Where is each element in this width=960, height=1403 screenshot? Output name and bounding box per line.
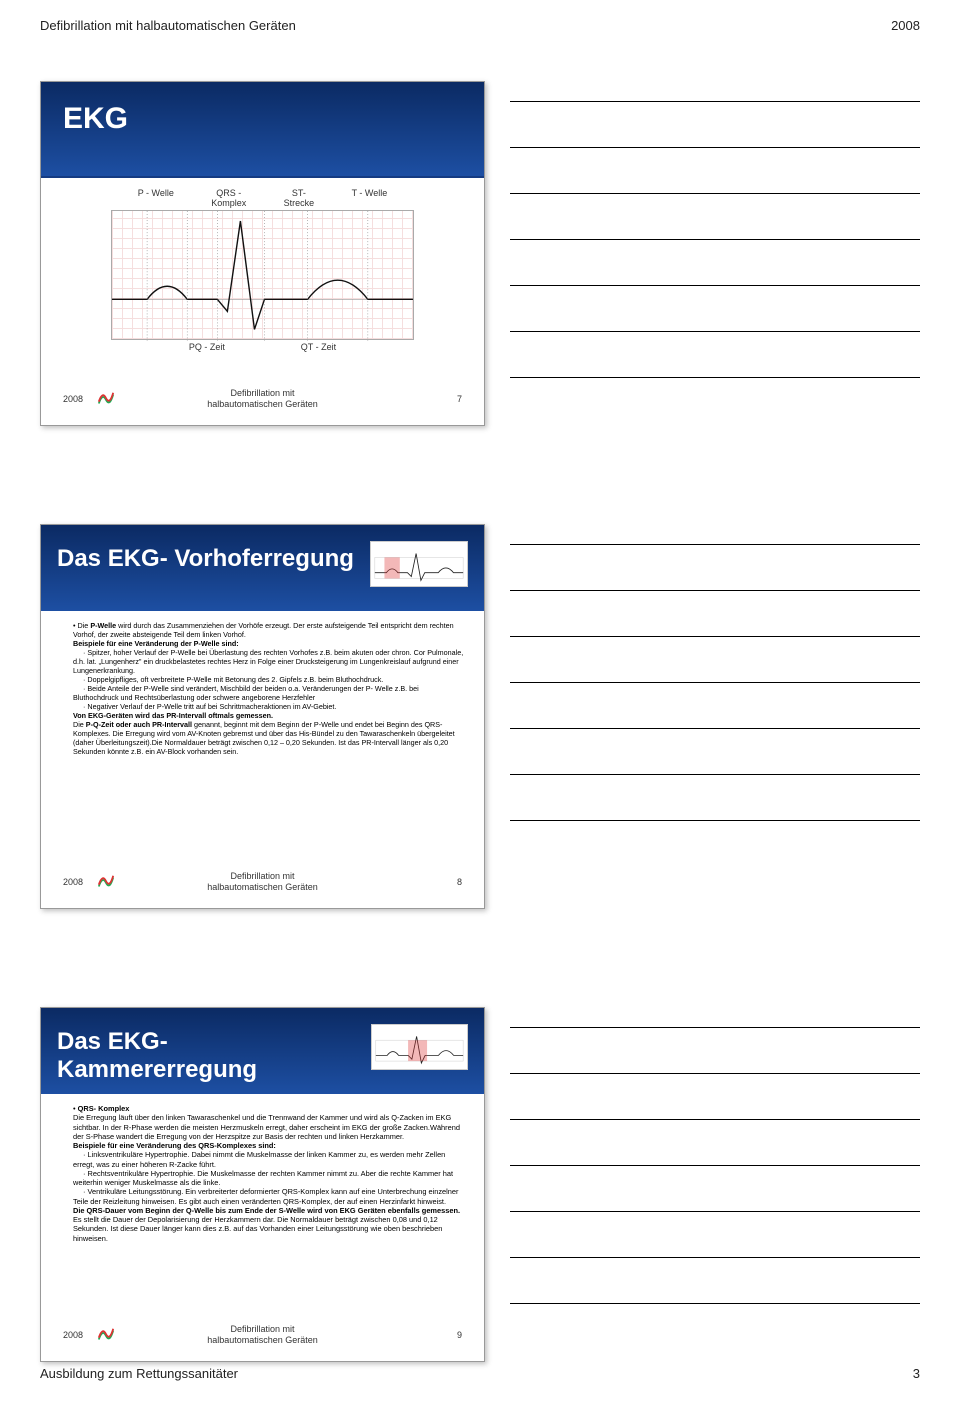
slide-7-foot: 2008 Defibrillation mit halbautomatische… (41, 388, 484, 409)
notes-8 (510, 524, 920, 909)
notes-9 (510, 1007, 920, 1362)
row-slide-9: Das EKG- Kammererregung QRS- Komplex (40, 1007, 920, 1362)
s8-bullet: Die P-Welle wird durch das Zusammenziehe… (73, 621, 466, 756)
notes-7 (510, 81, 920, 426)
slide-9-title: Das EKG- Kammererregung (57, 1028, 371, 1084)
slide-8-titlebar: Das EKG- Vorhoferregung (41, 525, 484, 611)
note-line (510, 590, 920, 591)
footer-right: 3 (913, 1366, 920, 1381)
foot-year: 2008 (63, 394, 83, 404)
note-line (510, 147, 920, 148)
slide-9: Das EKG- Kammererregung QRS- Komplex (40, 1007, 485, 1362)
slide-7: EKG P - Welle QRS - Komplex ST- Strecke … (40, 81, 485, 426)
foot-mid: Defibrillation mit halbautomatischen Ger… (207, 388, 318, 409)
note-line (510, 101, 920, 102)
note-line (510, 1165, 920, 1166)
page-footer: Ausbildung zum Rettungssanitäter 3 (40, 1366, 920, 1381)
ekg-top-labels: P - Welle QRS - Komplex ST- Strecke T - … (111, 188, 414, 208)
note-line (510, 820, 920, 821)
ekg-waveform-svg (112, 211, 413, 341)
note-line (510, 728, 920, 729)
lbl-t: T - Welle (352, 188, 388, 208)
footer-left: Ausbildung zum Rettungssanitäter (40, 1366, 238, 1381)
lbl-pq: PQ - Zeit (189, 342, 225, 352)
slide-9-body: QRS- Komplex Die Erregung läuft über den… (41, 1094, 484, 1243)
lbl-p: P - Welle (138, 188, 174, 208)
lbl-qrs: QRS - Komplex (211, 188, 246, 208)
mini-ekg-icon (371, 1024, 468, 1070)
logo-icon (97, 1328, 115, 1342)
foot-year: 2008 (63, 1330, 83, 1340)
s8-item2: · Beide Anteile der P-Welle sind verände… (73, 684, 419, 702)
note-line (510, 774, 920, 775)
lbl-qt: QT - Zeit (301, 342, 336, 352)
slide-9-foot: 2008 Defibrillation mit halbautomatische… (41, 1324, 484, 1345)
lbl-st: ST- Strecke (284, 188, 315, 208)
mini-ekg-icon (370, 541, 468, 587)
logo-icon (97, 875, 115, 889)
note-line (510, 682, 920, 683)
note-line (510, 239, 920, 240)
logo-icon (97, 392, 115, 406)
row-slide-8: Das EKG- Vorhoferregung Die P-Welle (40, 524, 920, 909)
ekg-bottom-labels: PQ - Zeit QT - Zeit (111, 342, 414, 352)
note-line (510, 1027, 920, 1028)
note-line (510, 331, 920, 332)
s9-item2: · Ventrikuläre Leitungsstörung. Ein verb… (73, 1187, 458, 1205)
note-line (510, 377, 920, 378)
slide-7-titlebar: EKG (41, 82, 484, 178)
note-line (510, 1119, 920, 1120)
s8-item3: · Negativer Verlauf der P-Welle tritt au… (73, 702, 336, 711)
header-left: Defibrillation mit halbautomatischen Ger… (40, 18, 296, 33)
s8-item0: · Spitzer, hoher Verlauf der P-Welle bei… (73, 648, 463, 675)
note-line (510, 636, 920, 637)
note-line (510, 1211, 920, 1212)
header-right: 2008 (891, 18, 920, 33)
slide-8: Das EKG- Vorhoferregung Die P-Welle (40, 524, 485, 909)
note-line (510, 1303, 920, 1304)
slide-8-title: Das EKG- Vorhoferregung (57, 545, 354, 573)
slide-8-body: Die P-Welle wird durch das Zusammenziehe… (41, 611, 484, 756)
foot-page: 9 (457, 1330, 462, 1340)
s9-bullet: QRS- Komplex Die Erregung läuft über den… (73, 1104, 466, 1243)
s8-item1: · Doppelgipfliges, oft verbreitete P-Wel… (73, 675, 383, 684)
s9-item0: · Linksventrikuläre Hypertrophie. Dabei … (73, 1150, 445, 1168)
note-line (510, 285, 920, 286)
slide-8-foot: 2008 Defibrillation mit halbautomatische… (41, 871, 484, 892)
slide-9-titlebar: Das EKG- Kammererregung (41, 1008, 484, 1094)
page-header: Defibrillation mit halbautomatischen Ger… (40, 18, 920, 33)
s9-item1: · Rechtsventrikuläre Hypertrophie. Die M… (73, 1169, 453, 1187)
ekg-waveform-box (111, 210, 414, 340)
foot-mid: Defibrillation mit halbautomatischen Ger… (207, 871, 318, 892)
note-line (510, 193, 920, 194)
note-line (510, 1257, 920, 1258)
foot-page: 8 (457, 877, 462, 887)
foot-page: 7 (457, 394, 462, 404)
foot-mid: Defibrillation mit halbautomatischen Ger… (207, 1324, 318, 1345)
ekg-diagram: P - Welle QRS - Komplex ST- Strecke T - … (41, 178, 484, 352)
slide-7-title: EKG (63, 102, 128, 136)
row-slide-7: EKG P - Welle QRS - Komplex ST- Strecke … (40, 81, 920, 426)
note-line (510, 544, 920, 545)
note-line (510, 1073, 920, 1074)
foot-year: 2008 (63, 877, 83, 887)
